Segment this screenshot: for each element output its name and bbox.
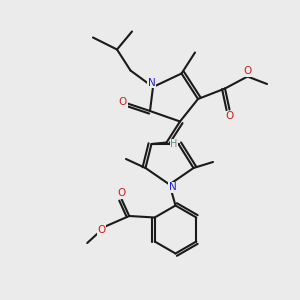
- Text: O: O: [118, 188, 126, 199]
- Text: H: H: [170, 139, 178, 149]
- Text: O: O: [225, 111, 234, 121]
- Text: O: O: [98, 225, 106, 235]
- Text: N: N: [169, 182, 176, 193]
- Text: N: N: [148, 77, 155, 88]
- Text: O: O: [243, 66, 252, 76]
- Text: O: O: [119, 97, 127, 107]
